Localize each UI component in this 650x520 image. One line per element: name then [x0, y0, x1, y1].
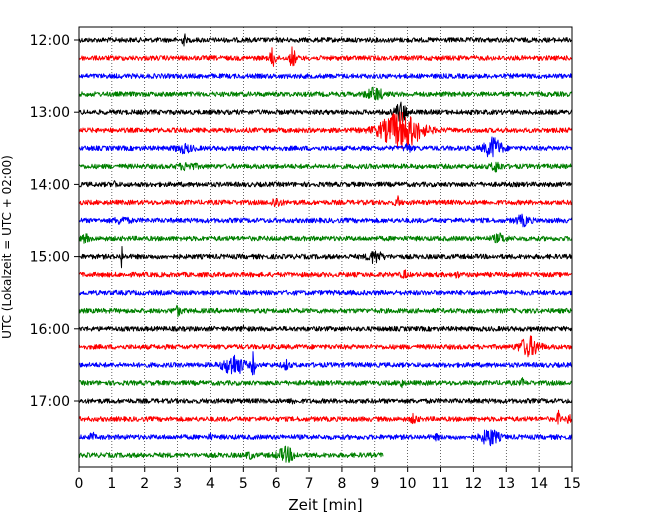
- x-tick-label-12: 12: [464, 476, 482, 492]
- trace-1230: [78, 73, 573, 79]
- x-tick-label-15: 15: [563, 476, 581, 492]
- trace-1515: [78, 269, 573, 279]
- x-tick-label-0: 0: [75, 476, 84, 492]
- x-tick-label-10: 10: [399, 476, 417, 492]
- x-axis-ticks: 0 1 2 3 4 5 6 7 8 9 10 11 12 13 14 15: [75, 467, 581, 492]
- trace-1415: [78, 195, 573, 208]
- y-axis-label: UTC (Lokalzeit = UTC + 02:00): [0, 155, 14, 339]
- trace-1300: [78, 101, 573, 122]
- y-axis-ticks: 12:00 13:00 14:00 15:00 16:00 17:00: [30, 33, 79, 410]
- x-tick-label-13: 13: [497, 476, 515, 492]
- x-tick-label-6: 6: [272, 476, 281, 492]
- x-tick-label-7: 7: [305, 476, 314, 492]
- x-tick-label-14: 14: [530, 476, 548, 492]
- trace-1700: [78, 397, 573, 405]
- trace-1345: [78, 161, 573, 173]
- trace-1645: [78, 377, 573, 389]
- trace-1715: [78, 409, 573, 425]
- x-tick-label-2: 2: [140, 476, 149, 492]
- y-tick-label-4: 16:00: [30, 322, 70, 338]
- x-tick-label-11: 11: [432, 476, 450, 492]
- trace-1430: [78, 213, 573, 228]
- x-tick-label-9: 9: [370, 476, 379, 492]
- x-tick-label-8: 8: [337, 476, 346, 492]
- trace-1215: [78, 46, 573, 67]
- y-tick-label-5: 17:00: [30, 394, 70, 410]
- x-tick-label-4: 4: [206, 476, 215, 492]
- trace-1530: [78, 289, 573, 296]
- x-gridlines: [111, 27, 540, 467]
- trace-1445: [78, 232, 573, 244]
- trace-1200: [78, 33, 573, 47]
- x-tick-label-3: 3: [173, 476, 182, 492]
- y-tick-label-1: 13:00: [30, 105, 70, 121]
- y-tick-label-0: 12:00: [30, 33, 70, 49]
- plot-frame: [78, 26, 573, 468]
- trace-1245: [78, 86, 573, 101]
- trace-rows: [78, 33, 573, 463]
- trace-1745: [78, 445, 384, 463]
- trace-1400: [78, 180, 573, 188]
- trace-1330: [78, 136, 573, 158]
- y-tick-label-2: 14:00: [30, 177, 70, 193]
- trace-1315: [78, 111, 573, 149]
- trace-1615: [78, 335, 573, 358]
- trace-1630: [78, 351, 573, 376]
- x-axis-label: Zeit [min]: [288, 496, 362, 514]
- trace-1600: [78, 324, 573, 332]
- x-tick-label-1: 1: [107, 476, 116, 492]
- trace-1500: [78, 246, 573, 269]
- trace-1730: [78, 429, 573, 447]
- x-tick-label-5: 5: [239, 476, 248, 492]
- trace-1545: [78, 304, 573, 318]
- y-tick-label-3: 15:00: [30, 250, 70, 266]
